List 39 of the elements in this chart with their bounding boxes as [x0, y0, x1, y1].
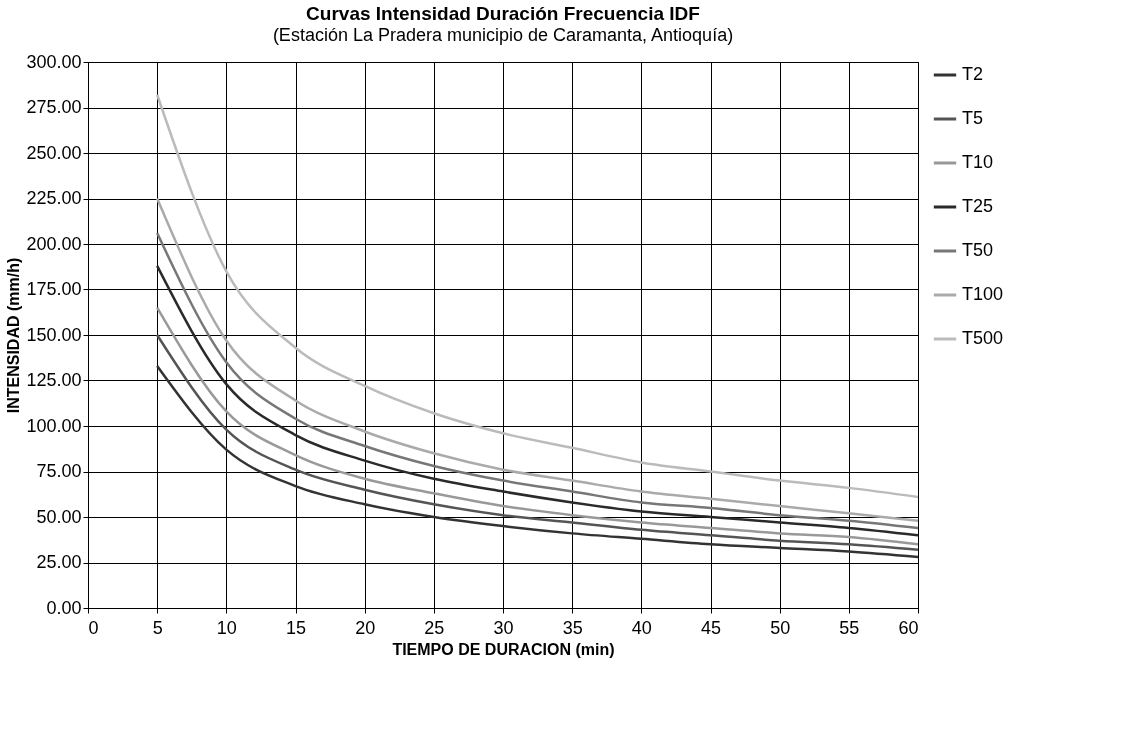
y-tick-label: 150.00 — [26, 324, 82, 345]
legend-label: T10 — [962, 152, 994, 172]
legend-label: T50 — [962, 240, 994, 260]
x-tick-label: 50 — [770, 617, 791, 638]
legend-label: T100 — [962, 284, 1004, 304]
y-tick-label: 100.00 — [26, 415, 82, 436]
legend-label: T25 — [962, 196, 994, 216]
x-axis-title: TIEMPO DE DURACION (min) — [392, 640, 615, 658]
x-tick-label: 25 — [424, 617, 445, 638]
y-tick-label: 250.00 — [26, 142, 82, 163]
y-axis-title: INTENSIDAD (mm/h) — [5, 257, 23, 414]
x-tick-label: 5 — [152, 617, 163, 638]
x-tick-label: 60 — [898, 617, 919, 638]
y-tick-label: 275.00 — [26, 97, 82, 117]
x-tick-label: 0 — [88, 617, 99, 638]
x-tick-label: 30 — [493, 617, 514, 638]
y-tick-label: 75.00 — [36, 461, 82, 481]
y-tick-label: 0.00 — [46, 597, 82, 618]
chart-subtitle: (Estación La Pradera municipio de Caramanta, Antioquía) — [272, 25, 734, 45]
y-tick-label: 175.00 — [26, 279, 82, 299]
legend-label: T500 — [962, 328, 1004, 348]
legend-label: T5 — [962, 108, 984, 128]
y-tick-label: 50.00 — [36, 506, 82, 527]
x-tick-label: 20 — [355, 617, 376, 638]
y-tick-label: 200.00 — [26, 233, 82, 254]
y-tick-label: 300.00 — [26, 51, 82, 72]
x-tick-label: 15 — [285, 617, 307, 638]
x-tick-label: 40 — [631, 617, 652, 638]
x-tick-label: 10 — [216, 617, 237, 638]
legend-label: T2 — [962, 64, 984, 84]
x-tick-label: 55 — [839, 617, 860, 638]
chart-title: Curvas Intensidad Duración Frecuencia IDF — [306, 3, 700, 24]
x-tick-label: 45 — [700, 617, 722, 638]
x-tick-label: 35 — [562, 617, 583, 638]
y-tick-label: 25.00 — [36, 552, 82, 572]
y-tick-label: 125.00 — [26, 370, 82, 390]
line-series — [155, 364, 920, 559]
y-tick-label: 225.00 — [26, 188, 82, 208]
line-series — [155, 93, 920, 499]
